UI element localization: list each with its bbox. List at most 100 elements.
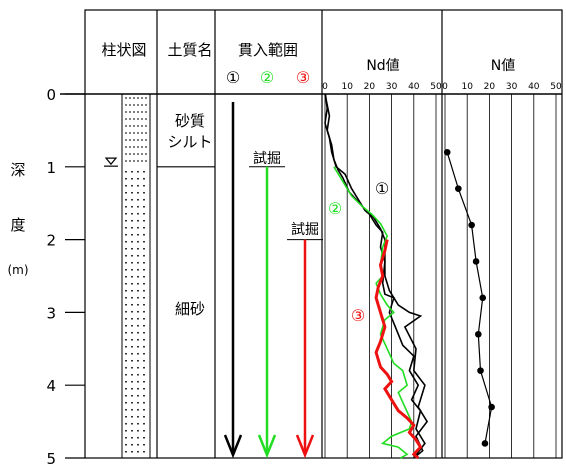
sand-pattern-dot xyxy=(131,401,133,404)
y-axis-label-char: 深 xyxy=(10,161,25,179)
sand-pattern-dot xyxy=(125,338,127,341)
sand-pattern-dot xyxy=(137,436,139,439)
trial-pit-label-2: 試掘 xyxy=(253,151,281,167)
sand-pattern-dot xyxy=(125,226,127,229)
sand-pattern-dot xyxy=(137,289,139,292)
depth-tick-label: 4 xyxy=(46,377,56,395)
sand-pattern-dot xyxy=(137,338,139,341)
sand-pattern-dot xyxy=(143,450,145,453)
col-header-penetration: 貫入範囲 xyxy=(238,41,298,59)
sand-pattern-dot xyxy=(143,338,145,341)
sand-pattern-dot xyxy=(131,373,133,376)
sand-pattern-dot xyxy=(143,422,145,425)
sand-pattern-dot xyxy=(143,359,145,362)
sand-pattern-dot xyxy=(125,240,127,243)
sand-pattern-dot xyxy=(143,324,145,327)
sand-pattern-dot xyxy=(125,450,127,453)
sand-pattern-dot xyxy=(131,219,133,222)
sand-pattern-dot xyxy=(125,422,127,425)
sand-pattern-dot xyxy=(125,282,127,285)
sand-pattern-dot xyxy=(143,170,145,173)
sand-pattern-dot xyxy=(125,359,127,362)
nd-series-label-2: ② xyxy=(328,199,342,218)
depth-tick-label: 0 xyxy=(46,86,56,104)
sand-pattern-dot xyxy=(125,247,127,250)
sand-pattern-dot xyxy=(125,415,127,418)
sand-pattern-dot xyxy=(125,303,127,306)
soil-layer-name: 砂質 xyxy=(175,112,205,130)
sand-pattern-dot xyxy=(131,275,133,278)
n-data-point xyxy=(468,221,475,229)
sand-pattern-dot xyxy=(125,373,127,376)
sand-pattern-dot xyxy=(125,429,127,432)
nd-tick-label: 30 xyxy=(386,82,398,92)
sand-pattern-dot xyxy=(137,191,139,194)
sand-pattern-dot xyxy=(125,296,127,299)
test-label-3: ③ xyxy=(296,68,310,87)
sand-pattern-dot xyxy=(143,254,145,257)
sand-pattern-dot xyxy=(143,317,145,320)
sand-pattern-dot xyxy=(131,261,133,264)
sand-pattern-dot xyxy=(137,380,139,383)
sand-pattern-dot xyxy=(137,219,139,222)
sand-pattern-dot xyxy=(137,177,139,180)
test-label-2: ② xyxy=(260,68,274,87)
sand-pattern-dot xyxy=(131,254,133,257)
penetration-arrow-head xyxy=(257,434,277,459)
sand-pattern-dot xyxy=(125,394,127,397)
sand-pattern-dot xyxy=(137,408,139,411)
sand-pattern-dot xyxy=(137,310,139,313)
n-tick-label: 50 xyxy=(550,82,562,92)
sand-pattern-dot xyxy=(137,345,139,348)
n-data-point xyxy=(479,294,487,302)
sand-pattern-dot xyxy=(137,373,139,376)
sand-pattern-dot xyxy=(143,261,145,264)
sand-pattern-dot xyxy=(143,366,145,369)
sand-pattern-dot xyxy=(143,436,145,439)
n-tick-label: 30 xyxy=(506,82,518,92)
sand-pattern-dot xyxy=(137,296,139,299)
n-data-point xyxy=(475,330,482,338)
sand-pattern-dot xyxy=(143,289,145,292)
sand-pattern-dot xyxy=(131,422,133,425)
sand-pattern-dot xyxy=(125,310,127,313)
sand-pattern-dot xyxy=(137,394,139,397)
sand-pattern-dot xyxy=(137,233,139,236)
sand-pattern-dot xyxy=(125,205,127,208)
nd-tick-label: 50 xyxy=(430,82,442,92)
sand-pattern-dot xyxy=(125,219,127,222)
depth-tick-label: 1 xyxy=(46,159,56,177)
sand-pattern-dot xyxy=(137,247,139,250)
soil-layer-name: シルト xyxy=(167,133,212,151)
sand-pattern-dot xyxy=(125,191,127,194)
sand-pattern-dot xyxy=(137,261,139,264)
sand-pattern-dot xyxy=(125,254,127,257)
sand-pattern-dot xyxy=(131,191,133,194)
sand-pattern-dot xyxy=(131,331,133,334)
sand-pattern-dot xyxy=(137,331,139,334)
nd-tick-label: 0 xyxy=(322,82,328,92)
nd-series-line xyxy=(324,93,429,459)
n-tick-label: 0 xyxy=(442,82,448,92)
sand-pattern-dot xyxy=(143,219,145,222)
sand-pattern-dot xyxy=(137,352,139,355)
sand-pattern-dot xyxy=(137,415,139,418)
sand-pattern-dot xyxy=(137,170,139,173)
sand-pattern-dot xyxy=(125,212,127,215)
sand-pattern-dot xyxy=(131,212,133,215)
sand-pattern-dot xyxy=(137,303,139,306)
table-frame xyxy=(84,9,563,459)
sand-pattern-dot xyxy=(143,380,145,383)
sand-pattern-dot xyxy=(131,198,133,201)
sand-pattern-dot xyxy=(137,240,139,243)
sand-pattern-dot xyxy=(131,450,133,453)
sand-pattern-dot xyxy=(125,436,127,439)
sand-pattern-dot xyxy=(137,429,139,432)
sand-pattern-dot xyxy=(131,366,133,369)
n-tick-label: 20 xyxy=(484,82,496,92)
sand-pattern-dot xyxy=(131,324,133,327)
y-axis-label-char: 度 xyxy=(10,216,25,234)
sand-pattern-dot xyxy=(125,184,127,187)
sand-pattern-dot xyxy=(125,317,127,320)
